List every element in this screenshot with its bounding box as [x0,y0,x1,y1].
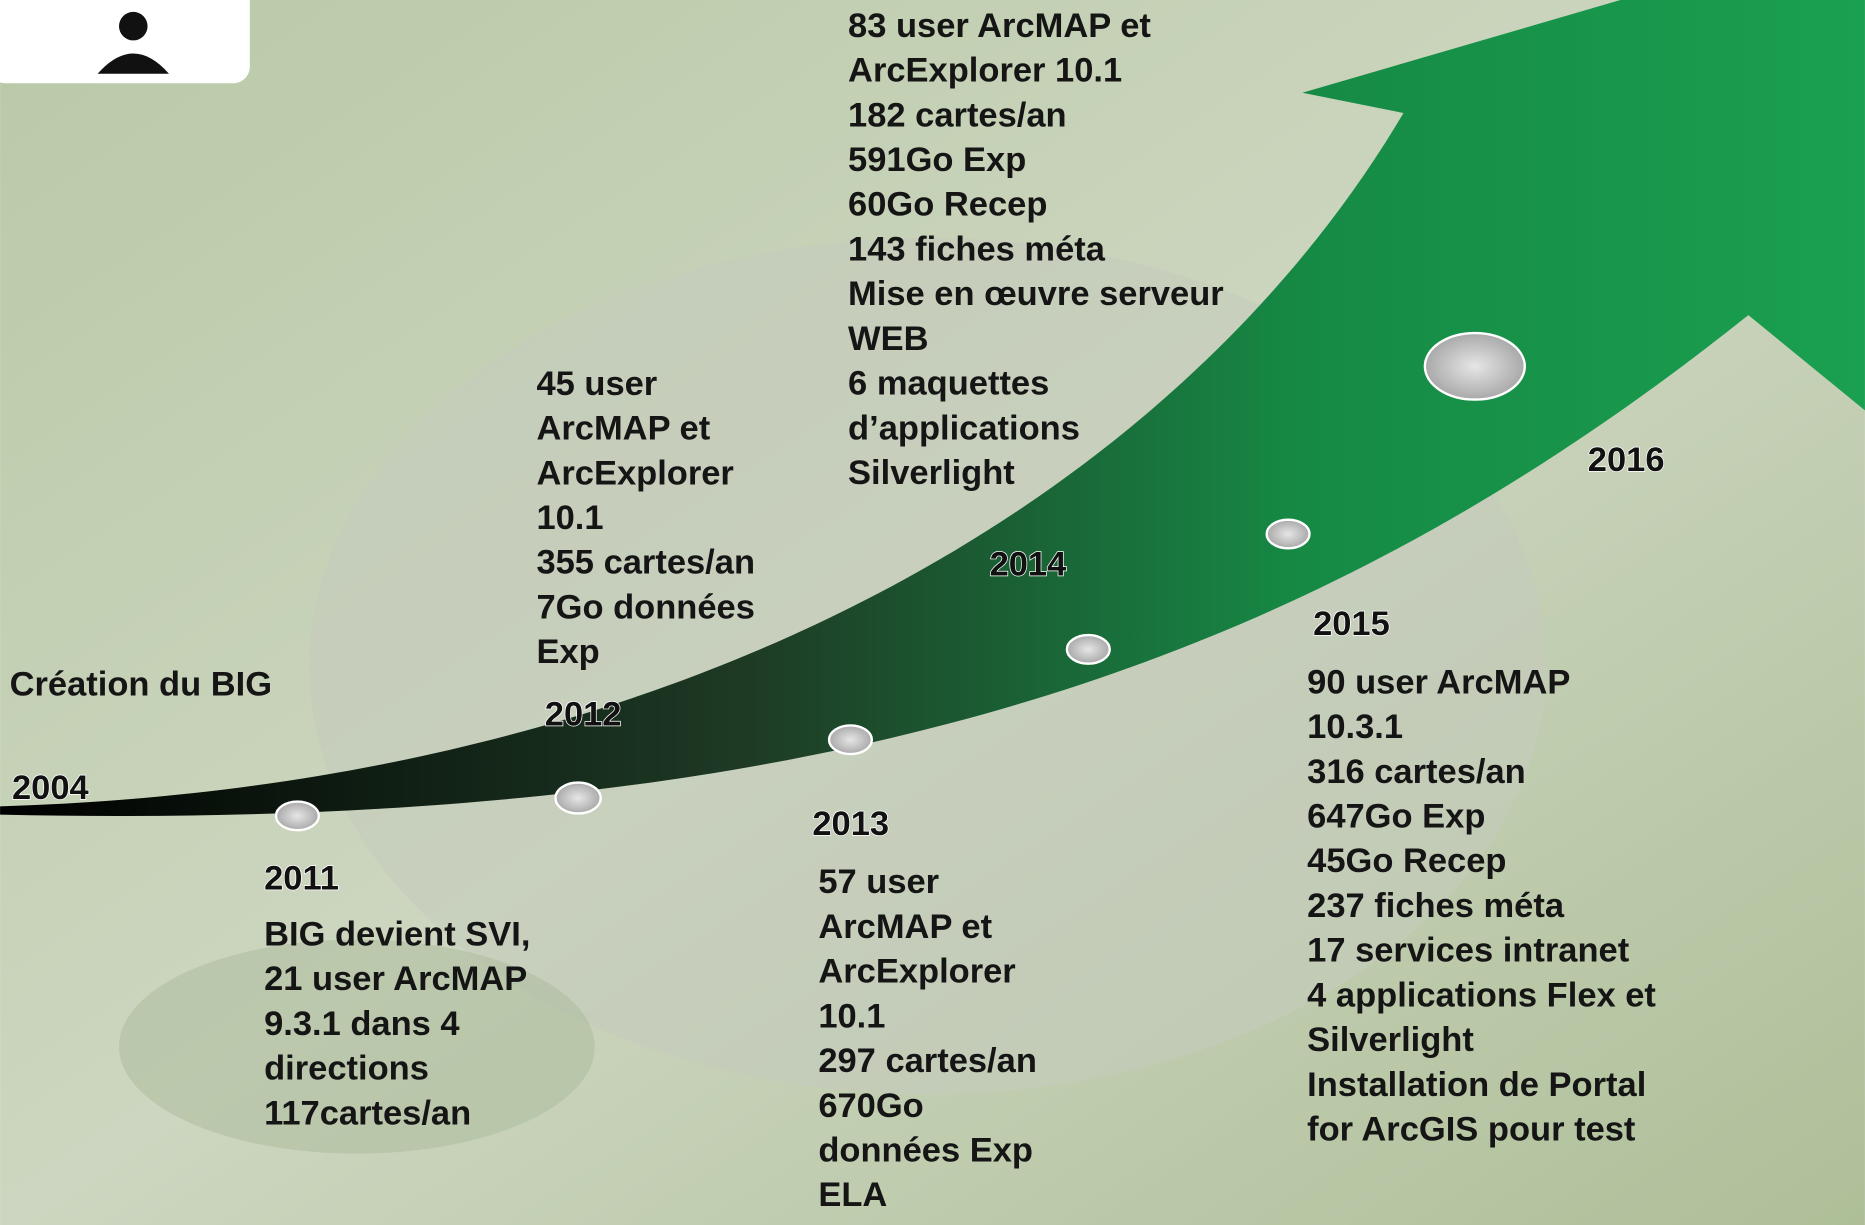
milestone-text: 21 user ArcMAP [264,960,527,998]
milestone-text: 7Go données [536,588,754,626]
milestone-text: 57 user [818,863,939,901]
milestone-text: 4 applications Flex et [1307,976,1656,1014]
milestone-text: 83 user ArcMAP et [848,7,1151,45]
milestone-text: directions [264,1050,429,1088]
dot [276,802,319,831]
dot [555,783,600,814]
milestone-text: Création du BIG [10,666,272,704]
milestone-text: 316 cartes/an [1307,753,1526,791]
milestone-text: 182 cartes/an [848,96,1067,134]
year-label: 2016 [1588,441,1665,479]
milestone-text: 670Go [818,1087,923,1125]
dot [1067,635,1110,664]
milestone-text: ArcExplorer [818,953,1015,991]
milestone-text: ArcMAP et [536,410,710,448]
year-label: 2012 [545,695,622,733]
milestone-text: Exp [536,633,599,671]
year-label: 2015 [1313,605,1390,643]
milestone-text: 17 services intranet [1307,932,1630,970]
milestone-text: 45Go Recep [1307,842,1506,880]
milestone-text: 297 cartes/an [818,1042,1037,1080]
milestone-text: Silverlight [1307,1021,1474,1059]
milestone-text: 647Go Exp [1307,798,1485,836]
milestone-text: 45 user [536,365,657,403]
milestone-text: 9.3.1 dans 4 [264,1005,460,1043]
logo-icon [119,12,148,41]
year-label: 2011 [264,860,339,898]
dot [829,725,872,754]
milestone-text: d’applications [848,409,1080,447]
year-label: 2014 [990,546,1067,584]
milestone-text: ArcExplorer 10.1 [848,52,1122,90]
milestone-text: 10.1 [818,997,885,1035]
milestone-text: Silverlight [848,454,1015,492]
milestone-text: Installation de Portal [1307,1066,1646,1104]
slide: 2004 Création du BIG 2011 BIG devient SVI, 2… [0,0,1865,1225]
milestone-text: 355 cartes/an [536,544,755,582]
page: 2004 Création du BIG 2011 BIG devient SVI, 2… [0,0,1865,1225]
milestone-text: 10.3.1 [1307,708,1403,746]
milestone-text: 10.1 [536,499,603,537]
milestone-text: 6 maquettes [848,365,1049,403]
milestone-text: for ArcGIS pour test [1307,1111,1636,1149]
milestone-text: BIG devient SVI, [264,916,530,954]
year-label: 2013 [812,805,889,843]
dot [1267,520,1310,549]
milestone-text: données Exp [818,1131,1033,1169]
milestone-text: 237 fiches méta [1307,887,1565,925]
milestone-text: Mise en œuvre serveur [848,275,1224,313]
milestone-text: ELA [818,1176,887,1214]
year-label: 2004 [12,769,89,807]
milestone-text: WEB [848,320,928,358]
milestone-text: 143 fiches méta [848,230,1106,268]
dot [1425,333,1525,400]
milestone-text: 591Go Exp [848,141,1026,179]
milestone-text: 90 user ArcMAP [1307,663,1570,701]
milestone-text: 117cartes/an [264,1094,471,1132]
milestone-text: ArcMAP et [818,908,992,946]
milestone-text: 60Go Recep [848,186,1047,224]
milestone-text: ArcExplorer [536,454,733,492]
